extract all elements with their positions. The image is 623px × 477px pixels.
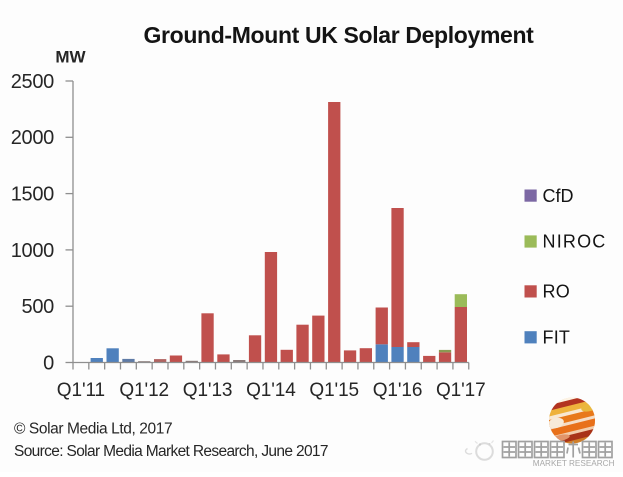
svg-text:Source: Solar Media Market Res: Source: Solar Media Market Research, Jun…: [14, 443, 328, 460]
svg-text:Q1'12: Q1'12: [119, 380, 169, 401]
svg-text:© Solar Media Ltd, 2017: © Solar Media Ltd, 2017: [14, 421, 172, 438]
svg-text:Q1'14: Q1'14: [246, 380, 296, 401]
svg-text:1500: 1500: [11, 184, 54, 206]
svg-text:MW: MW: [55, 48, 86, 67]
svg-text:Q1'16: Q1'16: [373, 380, 423, 401]
svg-text:NIROC: NIROC: [543, 232, 607, 252]
svg-text:Q1'13: Q1'13: [183, 380, 233, 401]
svg-text:CfD: CfD: [543, 186, 574, 206]
svg-text:Ground-Mount UK Solar Deployme: Ground-Mount UK Solar Deployment: [143, 22, 534, 48]
svg-text:2000: 2000: [11, 127, 54, 149]
svg-text:1000: 1000: [11, 240, 54, 262]
svg-text:Q1'11: Q1'11: [57, 380, 105, 401]
svg-text:Q1'17: Q1'17: [436, 380, 486, 401]
svg-text:Q1'15: Q1'15: [309, 380, 359, 401]
svg-text:FIT: FIT: [543, 328, 571, 348]
svg-text:0: 0: [43, 352, 54, 374]
svg-text:2500: 2500: [11, 71, 54, 93]
svg-text:RO: RO: [543, 282, 570, 302]
svg-text:MARKET RESEARCH: MARKET RESEARCH: [533, 459, 615, 468]
svg-text:500: 500: [22, 296, 55, 318]
